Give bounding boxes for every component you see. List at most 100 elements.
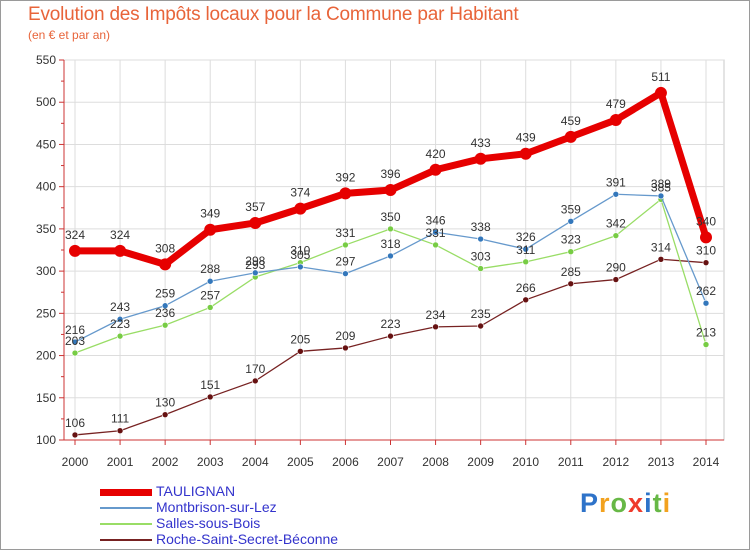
axes: 100 150 200 250 300 350 400 450 500 550 2000 2001 20…: [36, 53, 724, 469]
x-tick-label: 2007: [377, 455, 404, 469]
data-point: [251, 269, 259, 277]
data-point: [477, 322, 484, 330]
logo-letter: o: [610, 488, 629, 518]
x-tick-label: 2010: [512, 455, 539, 469]
data-label: 374: [290, 186, 310, 200]
legend-item: Roche-Saint-Secret-Béconne: [100, 531, 400, 548]
data-point: [206, 304, 214, 311]
data-label: 459: [561, 114, 581, 128]
chart-subtitle: (en € et par an): [28, 28, 111, 42]
data-point: [69, 244, 81, 257]
x-tick-label: 2008: [422, 455, 449, 469]
data-label: 106: [65, 416, 85, 430]
data-label: 511: [651, 70, 670, 84]
data-point: [567, 248, 575, 255]
data-label: 310: [290, 244, 310, 258]
logo-letter: t: [652, 488, 663, 518]
data-point: [612, 190, 620, 198]
data-label: 111: [111, 412, 130, 426]
data-label: 130: [155, 396, 175, 410]
data-point: [294, 202, 307, 215]
data-point: [522, 296, 530, 304]
data-label: 234: [426, 308, 446, 322]
data-point: [519, 147, 532, 160]
logo-letter: i: [662, 488, 672, 518]
data-point: [477, 235, 484, 243]
data-point: [206, 277, 214, 285]
x-tick-label: 2013: [648, 455, 675, 469]
data-label: 205: [290, 332, 310, 346]
data-label: 433: [471, 136, 491, 150]
data-point: [161, 411, 169, 418]
data-label: 235: [471, 307, 491, 321]
data-label: 346: [426, 213, 446, 227]
legend-label: Roche-Saint-Secret-Béconne: [156, 531, 339, 547]
data-label: 308: [155, 241, 175, 255]
data-point: [432, 241, 439, 249]
data-label: 385: [651, 180, 671, 194]
data-label: 243: [110, 300, 130, 314]
data-point: [432, 323, 439, 331]
y-tick-label: 550: [36, 53, 56, 67]
data-label: 223: [110, 317, 130, 331]
legend-swatch: [100, 523, 152, 525]
x-tick-label: 2006: [332, 455, 359, 469]
logo-letter: r: [599, 488, 611, 518]
data-point: [432, 228, 439, 236]
data-label: 266: [516, 281, 536, 295]
data-label: 151: [200, 378, 220, 392]
data-label: 290: [606, 261, 626, 275]
data-label: 262: [696, 284, 716, 298]
data-label: 285: [561, 265, 581, 279]
series-lines: [69, 86, 712, 439]
data-label: 318: [380, 237, 400, 251]
data-label: 349: [200, 207, 220, 221]
data-point: [612, 232, 620, 239]
data-label: 310: [696, 244, 716, 258]
legend-item: TAULIGNAN: [100, 483, 400, 500]
data-point: [567, 217, 575, 225]
data-point: [161, 302, 169, 310]
x-tick-label: 2000: [62, 455, 89, 469]
x-tick-label: 2009: [467, 455, 494, 469]
data-point: [251, 377, 259, 385]
x-tick-label: 2004: [242, 455, 269, 469]
data-label: 203: [65, 334, 85, 348]
data-point: [477, 265, 484, 272]
y-tick-label: 400: [36, 180, 56, 194]
data-label: 297: [335, 255, 355, 269]
data-point: [567, 280, 575, 288]
data-point: [342, 344, 349, 352]
data-point: [657, 192, 665, 200]
data-label: 213: [696, 326, 716, 340]
x-tick-label: 2003: [197, 455, 224, 469]
data-point: [612, 276, 620, 283]
x-tick-label: 2002: [152, 455, 179, 469]
data-label: 420: [426, 147, 446, 161]
legend-swatch: [100, 539, 152, 541]
data-label: 305: [290, 248, 310, 262]
data-point: [206, 393, 214, 401]
data-point: [564, 130, 577, 143]
data-label: 359: [561, 202, 581, 216]
data-point: [114, 244, 127, 257]
data-point: [702, 341, 710, 348]
data-point: [609, 113, 622, 126]
data-label: 389: [651, 177, 671, 191]
data-label: 303: [471, 250, 491, 264]
logo-letter: x: [628, 488, 645, 518]
logo-letter: P: [580, 488, 600, 518]
data-label: 311: [516, 243, 535, 257]
data-point: [297, 348, 304, 355]
x-tick-label: 2001: [107, 455, 134, 469]
data-point: [702, 299, 710, 307]
data-point: [654, 86, 667, 99]
data-label: 288: [200, 262, 220, 276]
chart-title: Evolution des Impôts locaux pour la Comm…: [28, 4, 519, 25]
data-point: [116, 332, 124, 340]
data-point: [474, 152, 487, 165]
data-point: [700, 231, 712, 244]
data-point: [71, 349, 79, 357]
data-point: [297, 263, 304, 271]
